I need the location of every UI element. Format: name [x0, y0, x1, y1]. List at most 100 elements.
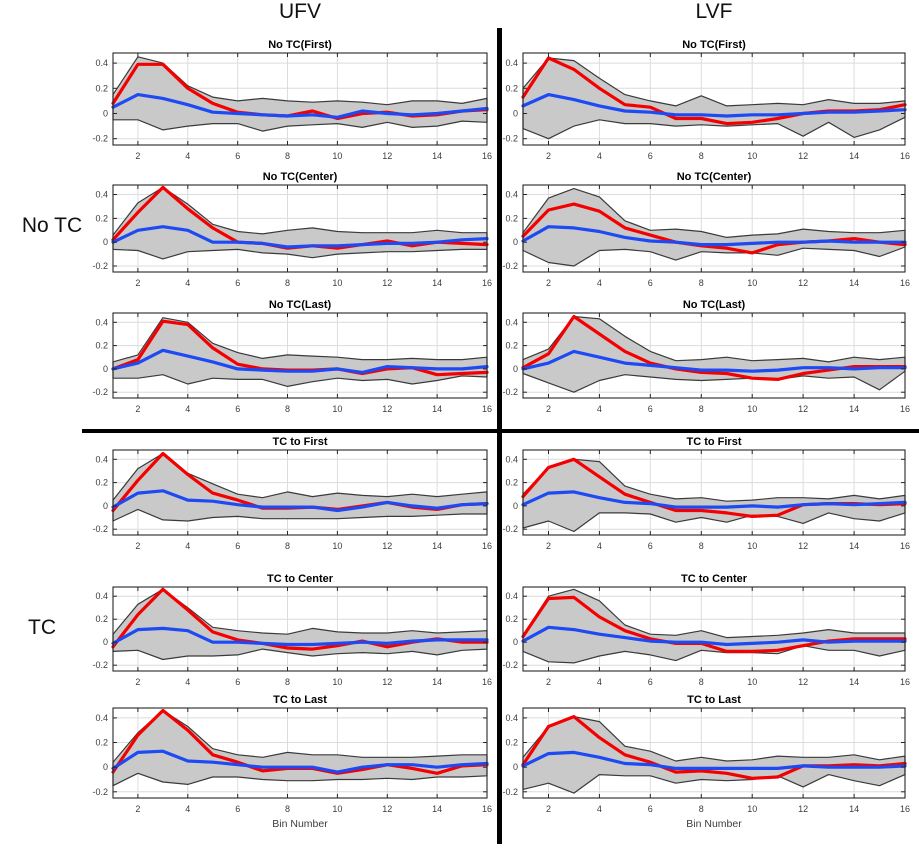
y-tick-label: -0.2	[92, 261, 108, 271]
x-tick-label: 6	[235, 804, 240, 814]
x-tick-label: 14	[849, 541, 859, 551]
y-tick-label: 0.4	[95, 591, 108, 601]
x-tick-label: 14	[849, 677, 859, 687]
x-tick-label: 6	[648, 804, 653, 814]
y-tick-label: -0.2	[502, 134, 518, 144]
x-tick-label: 10	[747, 151, 757, 161]
plot-border	[112, 707, 488, 799]
y-tick-label: 0.2	[505, 738, 518, 748]
y-tick-label: 0.4	[505, 317, 518, 327]
x-tick-label: 10	[332, 541, 342, 551]
y-tick-label: -0.2	[92, 134, 108, 144]
x-tick-label: 6	[648, 151, 653, 161]
subplot-svg: 2 4 6 8 10 12 14 16 0.4 0.2 0 -0.2 TC to Center	[92, 573, 492, 687]
x-tick-label: 4	[185, 278, 190, 288]
red-series-line	[521, 202, 907, 255]
y-tick-label: 0.2	[505, 83, 518, 93]
x-tick-label: 4	[597, 541, 602, 551]
x-tick-label: 2	[135, 278, 140, 288]
chart-lvf-tc-to-center: 2 4 6 8 10 12 14 16 0.4 0.2 0 -0.2 TC to Center	[489, 571, 917, 716]
x-tick-label: 4	[597, 677, 602, 687]
x-tick-label: 16	[482, 804, 492, 814]
x-tick-label: 10	[332, 404, 342, 414]
x-tick-label: 8	[285, 404, 290, 414]
x-tick-label: 6	[235, 151, 240, 161]
y-tick-label: 0.2	[505, 614, 518, 624]
subplot-svg: 2 4 6 8 10 12 14 16 0.4 0.2 0 -0.2 TC to Center	[502, 573, 910, 687]
blue-series-line	[111, 92, 489, 119]
x-tick-label: 2	[546, 541, 551, 551]
y-tick-label: 0.4	[95, 454, 108, 464]
y-tick-label: 0.2	[95, 738, 108, 748]
confidence-band	[112, 56, 488, 132]
subplot-title: No TC(Center)	[677, 171, 752, 183]
row-group-label-no-tc: No TC	[21, 214, 83, 237]
y-tick-label: -0.2	[502, 524, 518, 534]
x-tick-label: 10	[747, 541, 757, 551]
x-tick-label: 2	[546, 278, 551, 288]
x-axis-label: Bin Number	[272, 818, 328, 830]
x-tick-label: 2	[546, 151, 551, 161]
subplot-title: TC to First	[273, 436, 328, 448]
x-tick-label: 4	[185, 404, 190, 414]
blue-series-line	[521, 490, 907, 509]
x-tick-label: 6	[235, 677, 240, 687]
y-tick-label: 0.4	[95, 317, 108, 327]
y-tick-label: -0.2	[502, 787, 518, 797]
plot-border	[112, 52, 488, 146]
red-series-line	[521, 715, 907, 780]
x-tick-label: 2	[135, 541, 140, 551]
x-tick-label: 12	[382, 804, 392, 814]
y-tick-label: 0.2	[95, 341, 108, 351]
x-tick-label: 12	[382, 404, 392, 414]
x-tick-label: 6	[648, 278, 653, 288]
chart-ufv-no-tc-center: 2 4 6 8 10 12 14 16 0.4 0.2 0 -0.2 No TC(Center)	[79, 169, 499, 317]
blue-series-line	[111, 626, 489, 647]
x-tick-label: 6	[235, 404, 240, 414]
x-tick-label: 2	[546, 677, 551, 687]
x-tick-label: 8	[285, 278, 290, 288]
y-tick-label: 0.4	[95, 58, 108, 68]
x-tick-label: 10	[747, 278, 757, 288]
subplot-svg: 2 4 6 8 10 12 14 16 0.4 0.2 0 -0.2 No TC(First)	[502, 39, 910, 161]
column-header-ufv: UFV	[279, 0, 321, 23]
x-tick-label: 14	[849, 404, 859, 414]
x-tick-label: 8	[699, 677, 704, 687]
y-tick-label: 0.4	[505, 58, 518, 68]
subplot-svg: 2 4 6 8 10 12 14 16 0.4 0.2 0 -0.2 TC to Last Bin Num…	[92, 694, 492, 830]
x-tick-label: 12	[382, 541, 392, 551]
plot-border	[112, 586, 488, 672]
plot-border	[112, 449, 488, 536]
x-tick-label: 10	[332, 278, 342, 288]
x-tick-label: 14	[849, 278, 859, 288]
x-tick-label: 6	[648, 677, 653, 687]
subplot-title: No TC(Last)	[269, 299, 332, 311]
confidence-band	[112, 452, 488, 522]
y-tick-label: -0.2	[92, 660, 108, 670]
y-tick-label: 0	[513, 501, 518, 511]
plot-border	[522, 52, 906, 146]
y-tick-label: 0.2	[95, 213, 108, 223]
x-tick-label: 8	[699, 278, 704, 288]
x-tick-label: 2	[546, 804, 551, 814]
x-tick-label: 8	[699, 151, 704, 161]
x-tick-label: 8	[699, 541, 704, 551]
confidence-band	[522, 57, 906, 140]
x-tick-label: 14	[432, 677, 442, 687]
plot-border	[522, 312, 906, 399]
plot-border	[522, 707, 906, 799]
row-group-divider	[82, 429, 919, 433]
y-tick-label: 0.2	[95, 478, 108, 488]
y-tick-label: 0.2	[505, 213, 518, 223]
chart-ufv-tc-to-last: 2 4 6 8 10 12 14 16 0.4 0.2 0 -0.2 TC to Last Bin Num…	[79, 692, 499, 843]
chart-lvf-no-tc-first: 2 4 6 8 10 12 14 16 0.4 0.2 0 -0.2 No TC(First)	[489, 37, 917, 190]
blue-series-line	[521, 349, 907, 373]
x-tick-label: 10	[332, 151, 342, 161]
subplot-svg: 2 4 6 8 10 12 14 16 0.4 0.2 0 -0.2 No TC(Center)	[92, 171, 492, 288]
x-tick-label: 16	[900, 804, 910, 814]
x-tick-label: 10	[332, 677, 342, 687]
chart-lvf-no-tc-center: 2 4 6 8 10 12 14 16 0.4 0.2 0 -0.2 No TC(Center)	[489, 169, 917, 317]
blue-series-line	[111, 489, 489, 513]
x-tick-label: 8	[699, 804, 704, 814]
